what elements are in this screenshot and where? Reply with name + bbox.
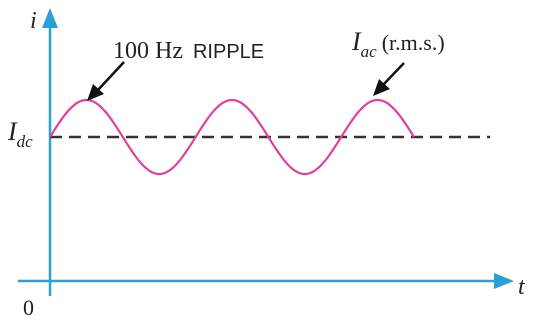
ripple-label: 100 Hz RIPPLE bbox=[113, 38, 264, 64]
iac-main: I bbox=[351, 27, 362, 56]
ripple-waveform bbox=[49, 98, 415, 176]
ripple-hz-text: 100 Hz bbox=[113, 38, 183, 64]
idc-label: Idc bbox=[7, 117, 33, 151]
origin-label: 0 bbox=[23, 295, 34, 320]
iac-arrowhead bbox=[373, 79, 390, 96]
iac-arrow-shaft bbox=[382, 62, 405, 86]
idc-subscript: dc bbox=[17, 132, 34, 151]
x-axis bbox=[18, 273, 514, 289]
ripple-pointer-arrow bbox=[87, 61, 125, 101]
y-axis-arrowhead bbox=[42, 8, 58, 28]
iac-label: Iac (r.m.s.) bbox=[351, 27, 445, 61]
iac-rms-text: (r.m.s.) bbox=[382, 30, 445, 55]
y-axis bbox=[42, 8, 58, 296]
ripple-arrowhead bbox=[87, 84, 104, 101]
iac-subscript: ac bbox=[361, 42, 378, 61]
x-axis-label: t bbox=[518, 274, 526, 300]
iac-pointer-arrow bbox=[373, 62, 405, 96]
ripple-arrow-shaft bbox=[96, 61, 125, 92]
y-axis-label: i bbox=[30, 8, 37, 34]
ripple-word-text: RIPPLE bbox=[193, 41, 264, 63]
idc-main: I bbox=[7, 117, 18, 146]
x-axis-arrowhead bbox=[494, 273, 514, 289]
